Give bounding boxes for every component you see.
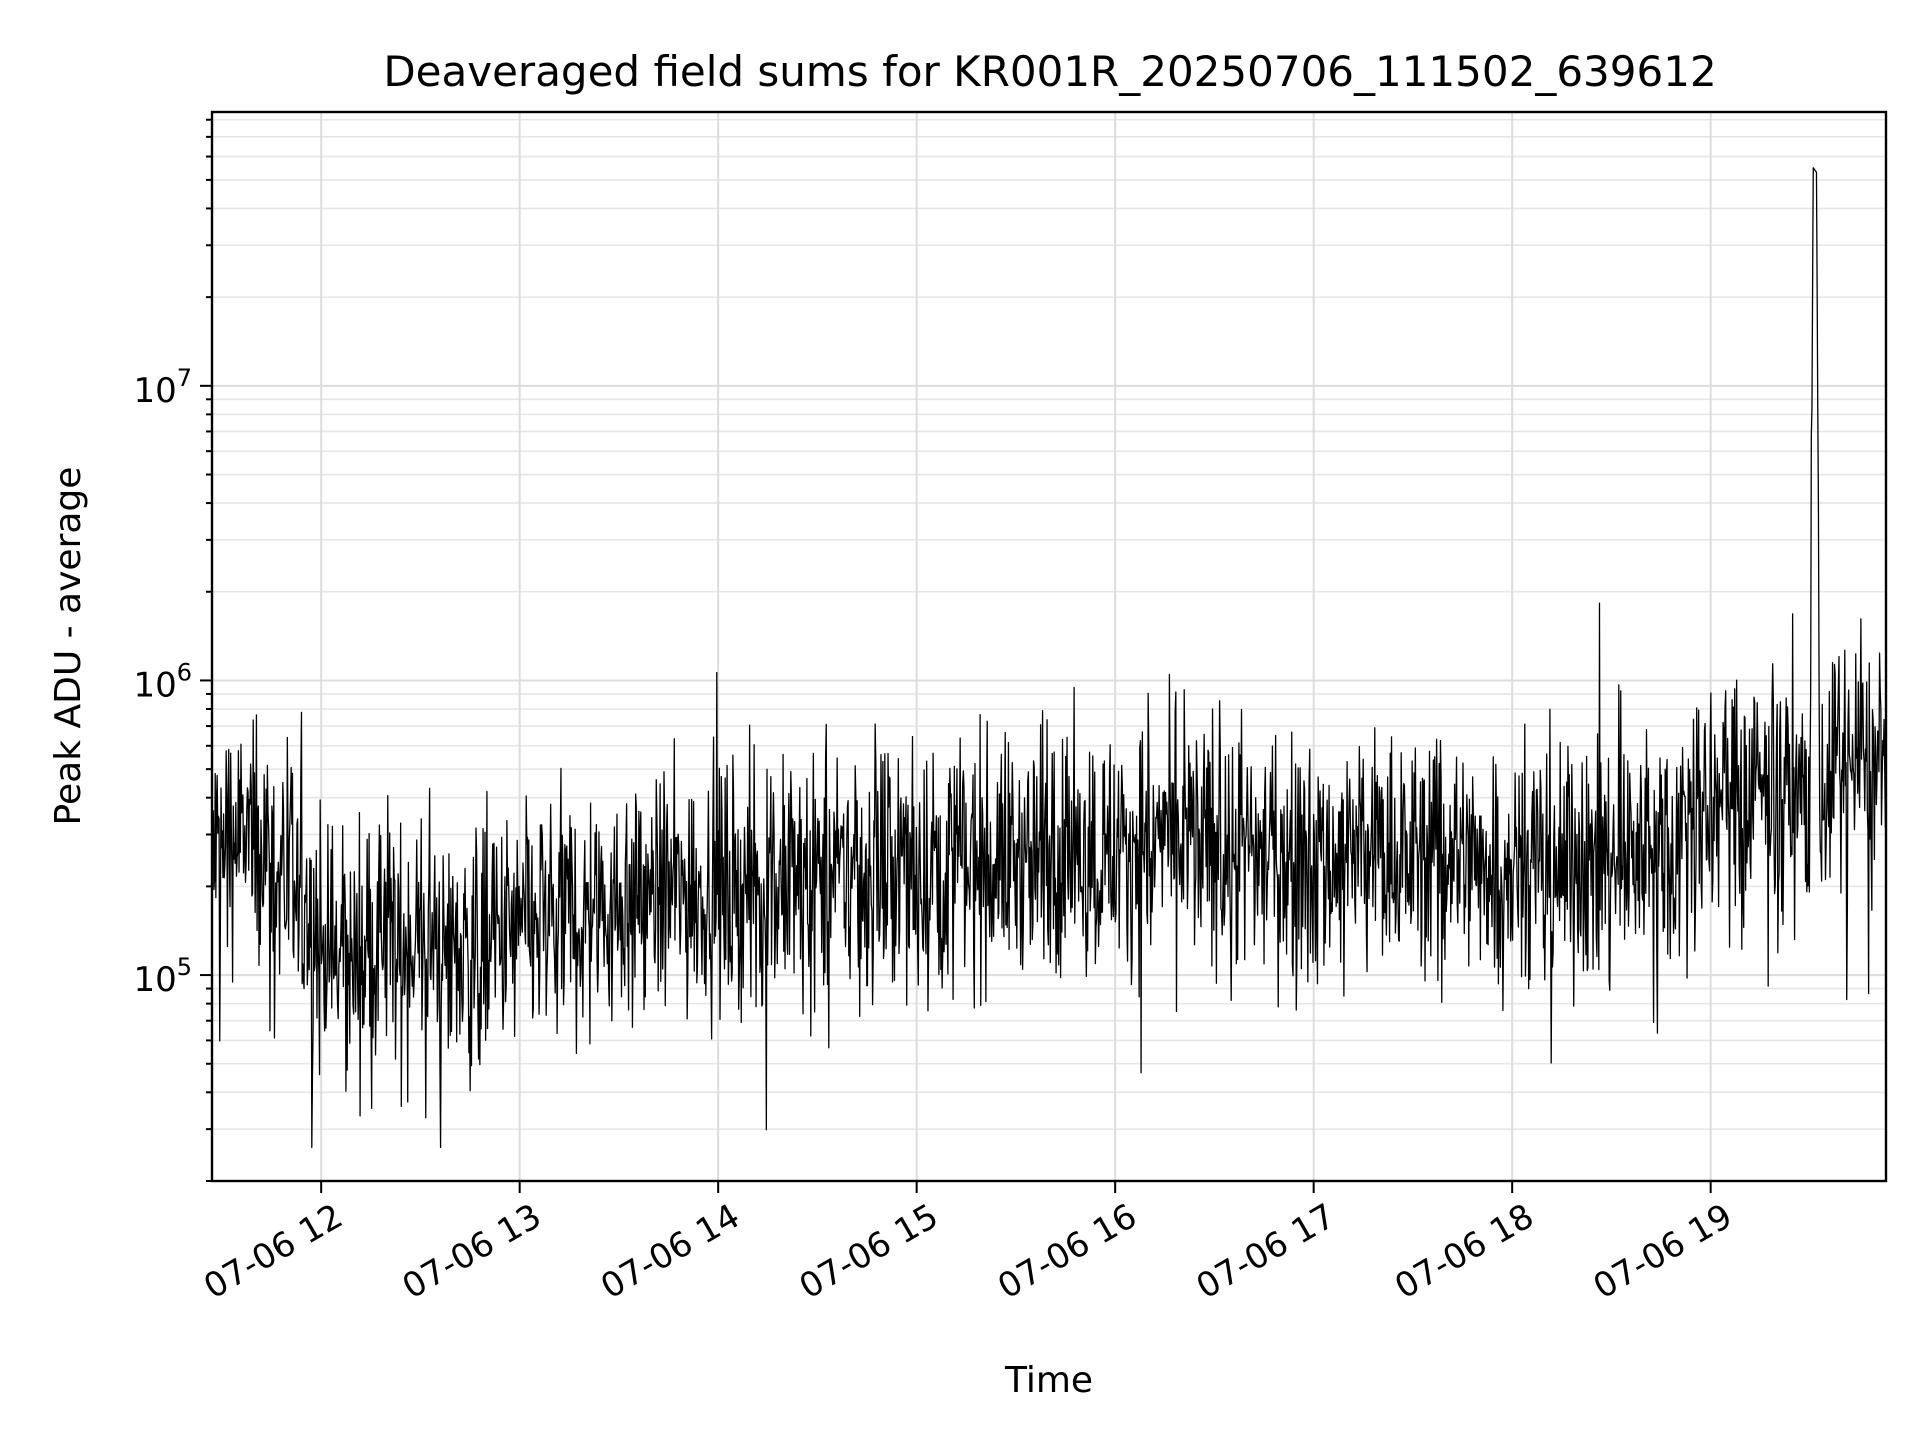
series-layer bbox=[211, 167, 1887, 1149]
series-line bbox=[211, 167, 1887, 1149]
plot-frame bbox=[210, 110, 1888, 1183]
y-tick-label: 105 bbox=[133, 953, 192, 1000]
y-tick-label: 106 bbox=[133, 658, 192, 705]
y-axis-label: Peak ADU - average bbox=[48, 467, 89, 826]
chart-title: Deaveraged field sums for KR001R_2025070… bbox=[383, 47, 1716, 96]
y-tick-label: 107 bbox=[133, 364, 192, 411]
x-axis-label: Time bbox=[1004, 1360, 1093, 1401]
